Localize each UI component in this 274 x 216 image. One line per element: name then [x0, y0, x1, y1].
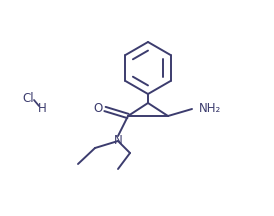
Text: O: O	[93, 102, 103, 114]
Text: N: N	[114, 135, 122, 148]
Text: H: H	[38, 102, 46, 114]
Text: Cl: Cl	[22, 92, 34, 105]
Text: NH₂: NH₂	[199, 102, 221, 114]
